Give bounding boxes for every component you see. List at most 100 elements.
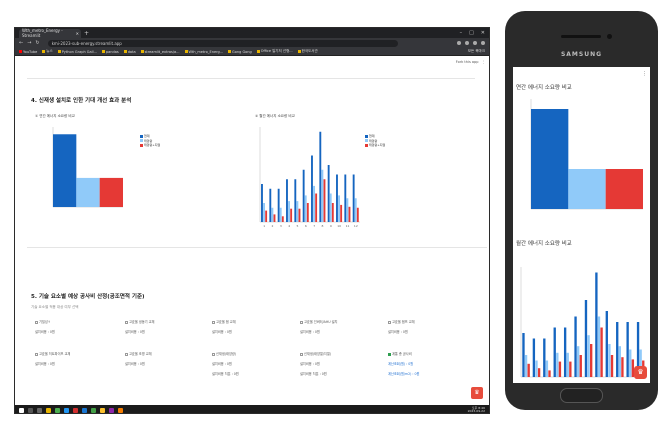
option-label: 고효율 히트파이프 교체 (39, 352, 71, 356)
url-input[interactable]: kmi-2023-sub-energy.streamlit.app (47, 39, 398, 47)
option-checkbox-row[interactable]: 고효율 냉동기 교체 (125, 319, 155, 324)
checkbox[interactable] (35, 352, 38, 356)
option-checkbox-row[interactable]: 신재생(태양광) (212, 351, 239, 356)
option-checkbox-row[interactable]: 고효율 히트파이프 교체 (35, 351, 70, 356)
close-window-icon[interactable]: ✕ (480, 30, 485, 36)
vscode-icon[interactable] (82, 407, 87, 413)
browser-tab[interactable]: Wth_metro_Energy - Streamlit ✕ (19, 28, 81, 38)
bookmark-item[interactable]: YouTube (19, 50, 37, 54)
option-checkbox-row[interactable]: 계통 총 공사비 (388, 351, 419, 356)
all-bookmarks[interactable]: 모든 북마크 (467, 49, 485, 53)
search-icon[interactable] (28, 407, 33, 413)
close-icon[interactable]: ✕ (75, 30, 79, 36)
app-icon[interactable] (118, 407, 123, 413)
bar (340, 204, 343, 222)
option-checkbox-row[interactable]: 고효율 펌 교체 (212, 319, 236, 324)
app-icon[interactable] (100, 407, 105, 413)
legend-label: 태양광 (144, 138, 153, 143)
app-icon[interactable] (109, 407, 114, 413)
bar (621, 357, 624, 377)
bar (587, 335, 590, 377)
phone-home-button[interactable] (560, 388, 603, 403)
forward-icon[interactable]: → (27, 40, 32, 46)
bar (563, 327, 567, 377)
bookmark-item[interactable]: Gong Gong (228, 50, 252, 54)
bookmark-item[interactable]: Wth_metro_Energ... (184, 50, 223, 54)
bookmark-item[interactable]: Python Graph Gall... (57, 50, 97, 54)
bookmark-item[interactable]: Office 일기저 선형... (256, 49, 293, 54)
explorer-icon[interactable] (46, 407, 51, 413)
bookmark-item[interactable]: 뉴스 (42, 49, 53, 54)
bookmark-icon (57, 50, 61, 53)
maximize-icon[interactable]: □ (469, 30, 474, 36)
clock-date: 2023-09-22 (467, 409, 485, 413)
checkbox[interactable] (212, 352, 215, 356)
option-checkbox-row[interactable]: 신재생(태양열/지열) (300, 351, 331, 356)
menu-icon[interactable]: ⋮ (642, 71, 647, 77)
checkbox[interactable] (125, 352, 128, 356)
bar (296, 201, 299, 222)
bar (319, 131, 322, 222)
bar (608, 344, 611, 377)
bookmark-item[interactable]: 한국도서관 (297, 49, 318, 54)
phone-chart1-title: 연간 에너지 소요량 비교 (516, 85, 572, 91)
extension-icon[interactable] (457, 41, 461, 45)
extension-icon[interactable] (473, 41, 477, 45)
bookmark-icon (42, 50, 46, 53)
reload-icon[interactable]: ↻ (35, 40, 40, 46)
clock-time: 오후 8:46 (471, 405, 485, 410)
taskbar-clock[interactable]: 오후 8:46 2023-09-22 (467, 405, 489, 414)
bar (271, 207, 274, 222)
fork-app-link[interactable]: Fork this app (455, 60, 479, 64)
back-icon[interactable]: ← (19, 40, 24, 46)
bookmark-item[interactable]: streamlit_extras/a... (140, 50, 180, 54)
app-icon[interactable] (64, 407, 69, 413)
menu-icon[interactable]: ⋮ (481, 60, 486, 64)
option-item: 신재생(태양열/지열) 설치비용 : 0원 설치비용 처분 : 0원 (300, 351, 331, 376)
option-checkbox-row[interactable]: 고효율 조명 교체 (125, 351, 152, 356)
checkbox[interactable] (300, 352, 303, 356)
option-checkbox-row[interactable]: 고효율 펌프 교체 (388, 319, 415, 324)
new-tab-icon[interactable]: + (84, 29, 90, 37)
bar (556, 352, 559, 377)
streamlit-badge-button[interactable]: ♛ (634, 366, 647, 379)
bar (597, 316, 601, 377)
extension-icon[interactable] (465, 41, 469, 45)
checkbox[interactable] (125, 320, 128, 324)
checkbox[interactable] (35, 320, 38, 324)
bar (336, 174, 338, 222)
chrome-icon[interactable] (55, 407, 60, 413)
checkbox[interactable] (212, 320, 215, 324)
bookmark-icon (101, 50, 105, 53)
checkbox[interactable] (300, 320, 303, 324)
bar (584, 300, 588, 377)
profile-icon[interactable] (481, 41, 485, 45)
address-bar-row: ← → ↻ kmi-2023-sub-energy.streamlit.app (15, 38, 489, 48)
option-checkbox-row[interactable]: 기밀성↑ (35, 319, 55, 324)
bookmark-item[interactable]: pandas (101, 50, 119, 54)
bar (605, 311, 608, 377)
option-cost: 설치비용 : 0원 (125, 362, 145, 366)
bar (631, 359, 635, 377)
option-cost: 설치비용 : 0원 (300, 330, 320, 334)
streamlit-badge-button[interactable]: ♛ (471, 387, 483, 399)
bar (639, 349, 642, 377)
option-checkbox-row[interactable]: 고효율 인버터/AHU 설치 (300, 319, 337, 324)
task-view-icon[interactable] (37, 407, 42, 413)
browser-tabbar: Wth_metro_Energy - Streamlit ✕ + – □ ✕ (15, 28, 489, 38)
desktop-monitor: Wth_metro_Energy - Streamlit ✕ + – □ ✕ ←… (14, 27, 490, 414)
checkbox[interactable] (388, 320, 391, 324)
minimize-icon[interactable]: – (459, 30, 463, 36)
bar (524, 355, 528, 377)
checkbox[interactable] (388, 352, 391, 356)
app-icon[interactable] (73, 407, 78, 413)
bar (344, 174, 347, 222)
windows-start-icon[interactable] (19, 407, 24, 413)
bar (553, 327, 556, 377)
phone-annual-chart (530, 99, 643, 210)
streamlit-header: Fork this app ⋮ (456, 60, 485, 64)
bookmark-icon (297, 50, 301, 53)
bookmark-item[interactable]: data (123, 50, 136, 54)
x-tick-label: 2 (272, 224, 274, 228)
app-icon[interactable] (91, 407, 96, 413)
